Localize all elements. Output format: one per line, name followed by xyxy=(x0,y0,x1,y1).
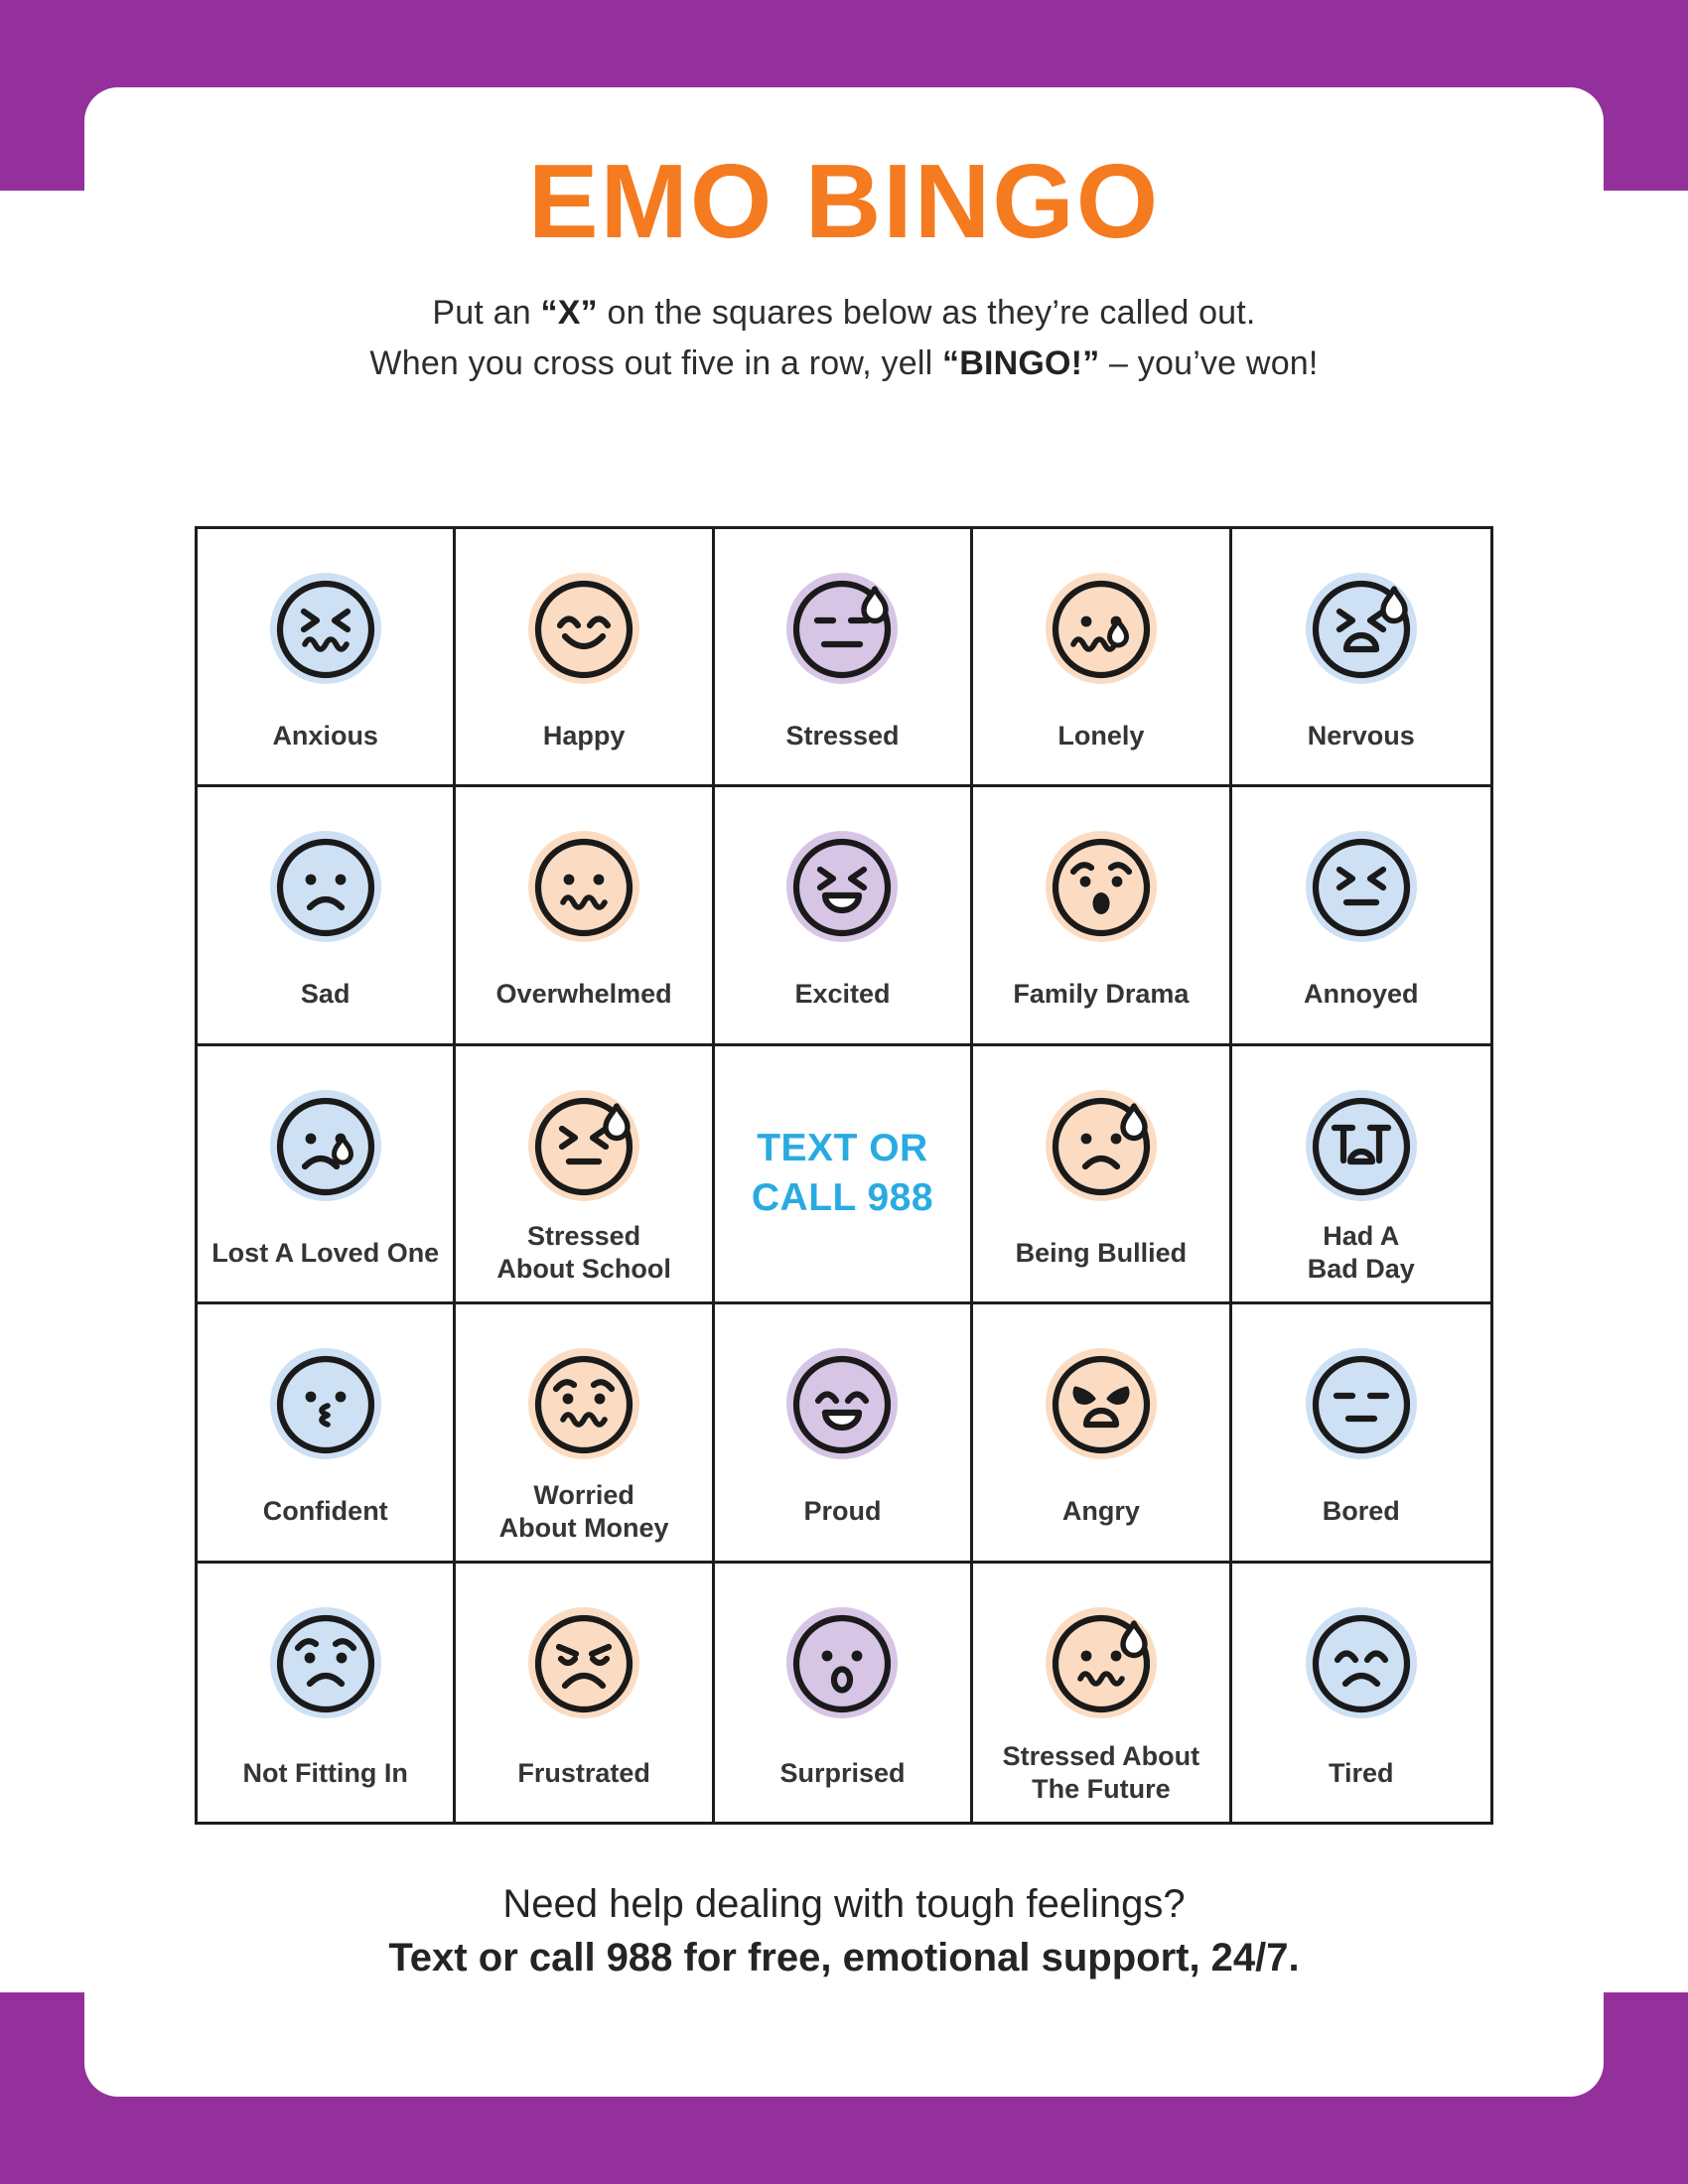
frustrated-face-icon xyxy=(524,1603,643,1722)
instructions: Put an “X” on the squares below as they’… xyxy=(0,288,1688,389)
page-frame-bottom xyxy=(0,1992,1688,2184)
cell-label: Sad xyxy=(300,979,351,1010)
bingo-cell-lonely[interactable]: Lonely xyxy=(973,529,1232,788)
not-fitting-in-face-icon xyxy=(266,1603,385,1722)
cell-label: Happy xyxy=(542,720,626,751)
bingo-cell-overwhelmed[interactable]: Overwhelmed xyxy=(456,787,715,1046)
bingo-cell-annoyed[interactable]: Annoyed xyxy=(1231,787,1490,1046)
bingo-cell-confident[interactable]: Confident xyxy=(198,1304,457,1564)
happy-face-icon xyxy=(524,569,643,688)
center-help-cell: TEXT OR CALL 988 xyxy=(714,1045,974,1305)
cell-label: Being Bullied xyxy=(1015,1237,1188,1268)
had-a-bad-day-face-icon xyxy=(1302,1086,1421,1205)
bingo-cell-had-a-bad-day[interactable]: Had A Bad Day xyxy=(1231,1045,1490,1305)
cell-label: Bored xyxy=(1322,1496,1400,1527)
cell-label: Confident xyxy=(262,1496,388,1527)
footer: Need help dealing with tough feelings? T… xyxy=(0,1877,1688,1984)
bingo-cell-sad[interactable]: Sad xyxy=(198,787,457,1046)
cell-label: Frustrated xyxy=(517,1757,650,1788)
family-drama-face-icon xyxy=(1042,827,1161,946)
lost-a-loved-one-face-icon xyxy=(266,1086,385,1205)
anxious-face-icon xyxy=(266,569,385,688)
bingo-cell-stressed[interactable]: Stressed xyxy=(714,529,974,788)
bingo-grid: Anxious Happy Stressed Lonely Nervous Sad Over… xyxy=(195,526,1493,1825)
page-frame-top-notch xyxy=(84,87,1604,191)
proud-face-icon xyxy=(782,1344,902,1463)
bingo-cell-happy[interactable]: Happy xyxy=(456,529,715,788)
instructions-line: When you cross out five in a row, yell “… xyxy=(369,344,1319,382)
sad-face-icon xyxy=(266,827,385,946)
cell-label: Worried About Money xyxy=(498,1479,669,1543)
overwhelmed-face-icon xyxy=(524,827,643,946)
footer-question: Need help dealing with tough feelings? xyxy=(502,1882,1186,1926)
cell-label: Surprised xyxy=(779,1757,906,1788)
bingo-cell-frustrated[interactable]: Frustrated xyxy=(456,1563,715,1822)
instructions-line: Put an “X” on the squares below as they’… xyxy=(432,294,1256,332)
bingo-cell-angry[interactable]: Angry xyxy=(973,1304,1232,1564)
cell-label: Stressed xyxy=(785,720,900,751)
cell-label: Angry xyxy=(1061,1496,1140,1527)
bingo-cell-stressed-about-the-future[interactable]: Stressed About The Future xyxy=(973,1563,1232,1822)
cell-label: Not Fitting In xyxy=(242,1757,408,1788)
stressed-about-the-future-face-icon xyxy=(1042,1603,1161,1722)
page-frame-top xyxy=(0,0,1688,191)
cell-label: Proud xyxy=(803,1496,882,1527)
tired-face-icon xyxy=(1302,1603,1421,1722)
angry-face-icon xyxy=(1042,1344,1161,1463)
lonely-face-icon xyxy=(1042,569,1161,688)
bingo-cell-being-bullied[interactable]: Being Bullied xyxy=(973,1045,1232,1305)
bingo-cell-proud[interactable]: Proud xyxy=(714,1304,974,1564)
header: EMO BINGO Put an “X” on the squares belo… xyxy=(0,149,1688,389)
surprised-face-icon xyxy=(782,1603,902,1722)
hotline-center-text: TEXT OR CALL 988 xyxy=(751,1126,934,1220)
cell-label: Had A Bad Day xyxy=(1307,1221,1415,1285)
excited-face-icon xyxy=(782,827,902,946)
page-title: EMO BINGO xyxy=(527,143,1161,260)
cell-label: Overwhelmed xyxy=(495,979,672,1010)
cell-label: Stressed About The Future xyxy=(1002,1741,1200,1804)
stressed-about-school-face-icon xyxy=(524,1086,643,1205)
bingo-cell-surprised[interactable]: Surprised xyxy=(714,1563,974,1822)
bingo-cell-nervous[interactable]: Nervous xyxy=(1231,529,1490,788)
worried-about-money-face-icon xyxy=(524,1344,643,1463)
bingo-cell-not-fitting-in[interactable]: Not Fitting In xyxy=(198,1563,457,1822)
being-bullied-face-icon xyxy=(1042,1086,1161,1205)
page-frame-bottom-notch xyxy=(84,1992,1604,2097)
bingo-cell-anxious[interactable]: Anxious xyxy=(198,529,457,788)
bingo-cell-excited[interactable]: Excited xyxy=(714,787,974,1046)
bingo-cell-bored[interactable]: Bored xyxy=(1231,1304,1490,1564)
bingo-cell-stressed-about-school[interactable]: Stressed About School xyxy=(456,1045,715,1305)
cell-label: Annoyed xyxy=(1304,979,1419,1010)
cell-label: Nervous xyxy=(1307,720,1415,751)
cell-label: Tired xyxy=(1329,1757,1394,1788)
nervous-face-icon xyxy=(1302,569,1421,688)
footer-hotline: Text or call 988 for free, emotional sup… xyxy=(388,1936,1300,1979)
bingo-cell-tired[interactable]: Tired xyxy=(1231,1563,1490,1822)
cell-label: Family Drama xyxy=(1013,979,1190,1010)
bingo-cell-lost-a-loved-one[interactable]: Lost A Loved One xyxy=(198,1045,457,1305)
cell-label: Anxious xyxy=(272,720,378,751)
cell-label: Excited xyxy=(794,979,891,1010)
confident-face-icon xyxy=(266,1344,385,1463)
cell-label: Lost A Loved One xyxy=(211,1237,440,1268)
bingo-cell-worried-about-money[interactable]: Worried About Money xyxy=(456,1304,715,1564)
annoyed-face-icon xyxy=(1302,827,1421,946)
bored-face-icon xyxy=(1302,1344,1421,1463)
bingo-cell-family-drama[interactable]: Family Drama xyxy=(973,787,1232,1046)
cell-label: Lonely xyxy=(1057,720,1145,751)
cell-label: Stressed About School xyxy=(496,1221,671,1285)
stressed-face-icon xyxy=(782,569,902,688)
